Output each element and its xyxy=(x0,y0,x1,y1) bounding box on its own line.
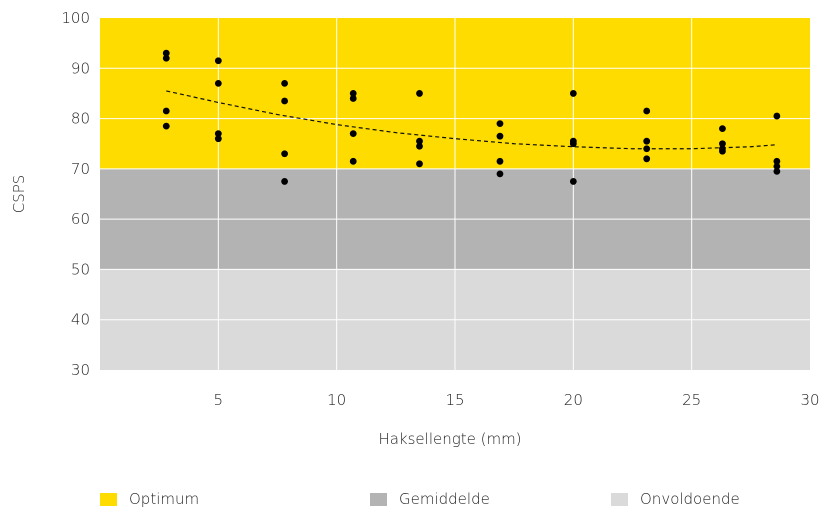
y-tick-label: 100 xyxy=(61,9,90,27)
data-point xyxy=(162,54,170,62)
data-point xyxy=(496,157,504,165)
legend-label-onvoldoende: Onvoldoende xyxy=(640,490,740,508)
legend-swatch-gemiddelde xyxy=(370,492,387,506)
data-point xyxy=(773,112,781,120)
y-axis-title: CSPS xyxy=(10,175,28,214)
x-tick-label: 15 xyxy=(445,391,464,409)
x-tick-label: 10 xyxy=(327,391,346,409)
x-tick-label: 25 xyxy=(682,391,701,409)
gridlines xyxy=(100,18,810,370)
x-axis-title: Haksellengte (mm) xyxy=(378,430,521,448)
scatter-chart: 30 40 50 60 70 80 90 100 5 10 15 20 25 30 CSPS Hakse… xyxy=(10,9,820,448)
data-point xyxy=(773,167,781,175)
trendline xyxy=(166,90,777,150)
x-axis-ticks: 5 10 15 20 25 30 xyxy=(214,391,820,409)
legend-item-optimum: Optimum xyxy=(100,490,199,508)
y-tick-label: 40 xyxy=(71,311,90,329)
data-point xyxy=(773,162,781,170)
data-point xyxy=(281,97,288,105)
data-point xyxy=(214,57,222,65)
y-tick-label: 80 xyxy=(71,110,90,128)
data-point xyxy=(416,142,423,150)
data-point xyxy=(281,150,288,158)
data-point xyxy=(349,130,357,138)
data-point xyxy=(281,178,288,185)
data-point xyxy=(162,122,170,130)
data-point xyxy=(162,107,170,115)
data-point xyxy=(569,178,577,185)
legend-swatch-optimum xyxy=(100,492,117,506)
data-point xyxy=(569,90,577,97)
data-point xyxy=(416,160,423,168)
data-point xyxy=(281,79,288,87)
data-point xyxy=(214,79,222,87)
legend-label-gemiddelde: Gemiddelde xyxy=(399,490,490,508)
y-tick-label: 70 xyxy=(71,160,90,178)
data-point xyxy=(349,95,357,102)
data-point xyxy=(643,145,651,153)
data-points xyxy=(162,49,781,185)
trendline-path xyxy=(166,90,777,150)
y-tick-label: 90 xyxy=(71,59,90,77)
data-point xyxy=(569,140,577,148)
data-point xyxy=(643,155,651,163)
legend-item-gemiddelde: Gemiddelde xyxy=(370,490,490,508)
y-tick-label: 60 xyxy=(71,210,90,228)
legend-swatch-onvoldoende xyxy=(611,492,628,506)
y-axis-ticks: 30 40 50 60 70 80 90 100 xyxy=(61,9,90,379)
legend: Optimum Gemiddelde Onvoldoende xyxy=(0,490,825,512)
data-point xyxy=(719,147,726,155)
x-tick-label: 30 xyxy=(800,391,819,409)
data-point xyxy=(416,90,423,97)
data-point xyxy=(773,157,781,165)
data-point xyxy=(214,130,222,138)
data-point xyxy=(719,125,726,133)
x-tick-label: 5 xyxy=(214,391,224,409)
y-tick-label: 30 xyxy=(71,361,90,379)
data-point xyxy=(643,107,651,115)
y-tick-label: 50 xyxy=(71,260,90,278)
data-point xyxy=(349,90,357,97)
data-point xyxy=(162,49,170,57)
data-point xyxy=(719,140,726,148)
legend-item-onvoldoende: Onvoldoende xyxy=(611,490,740,508)
data-point xyxy=(496,120,504,127)
data-point xyxy=(416,137,423,145)
data-point xyxy=(496,170,504,178)
x-tick-label: 20 xyxy=(564,391,583,409)
data-point xyxy=(349,157,357,165)
data-point xyxy=(214,135,222,143)
data-point xyxy=(643,137,651,145)
data-point xyxy=(496,132,504,140)
legend-label-optimum: Optimum xyxy=(129,490,200,508)
